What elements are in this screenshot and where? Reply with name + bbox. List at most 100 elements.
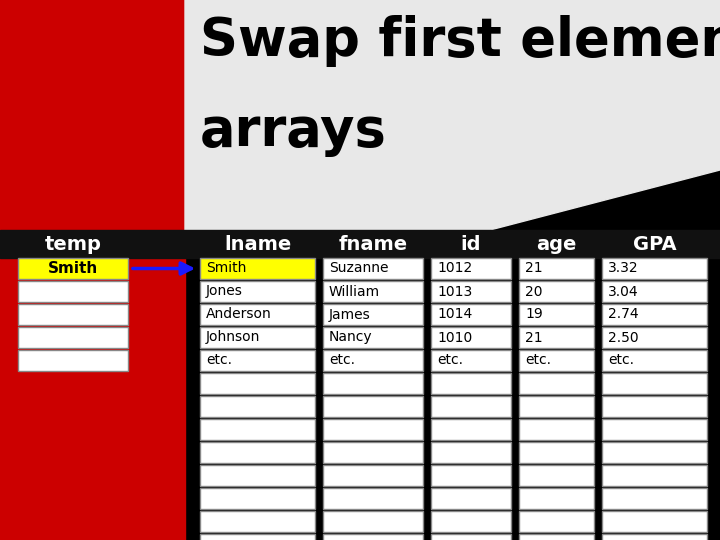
Bar [323,396,423,417]
Bar [602,258,707,279]
Bar [602,304,707,325]
Bar [200,281,315,302]
Bar [200,258,315,279]
Text: Nancy: Nancy [329,330,373,345]
Text: Smith: Smith [48,261,98,276]
Bar [200,534,315,540]
Text: etc.: etc. [329,354,355,368]
Bar [519,396,594,417]
Text: 1014: 1014 [437,307,472,321]
Text: id: id [461,234,481,253]
Bar [18,350,128,371]
Polygon shape [0,0,185,540]
Bar [200,373,315,394]
Bar [18,304,128,325]
Bar [18,327,128,348]
Bar [519,350,594,371]
Bar [519,488,594,509]
Text: Jones: Jones [206,285,243,299]
Bar [431,350,511,371]
Text: 3.04: 3.04 [608,285,639,299]
Text: 1013: 1013 [437,285,472,299]
Bar [602,396,707,417]
Bar [519,373,594,394]
Bar [200,465,315,486]
Bar [519,465,594,486]
Bar [200,442,315,463]
Bar [323,281,423,302]
Bar [431,465,511,486]
Bar [602,281,707,302]
Text: 21: 21 [525,261,543,275]
Bar [200,511,315,532]
Text: 19: 19 [525,307,543,321]
Bar [431,534,511,540]
Bar [431,442,511,463]
Bar [323,534,423,540]
Bar [323,327,423,348]
Bar [18,258,128,279]
Text: temp: temp [45,234,102,253]
Text: 3.32: 3.32 [608,261,639,275]
Bar [602,534,707,540]
Bar [0,230,720,258]
Text: William: William [329,285,380,299]
Text: Suzanne: Suzanne [329,261,389,275]
Bar [323,373,423,394]
Text: Johnson: Johnson [206,330,261,345]
Bar [431,304,511,325]
Bar [602,465,707,486]
Bar [519,327,594,348]
Text: 2.50: 2.50 [608,330,639,345]
Polygon shape [185,0,720,225]
Bar [323,465,423,486]
Bar [602,350,707,371]
Bar [323,511,423,532]
Bar [431,373,511,394]
Bar [323,442,423,463]
Text: 2.74: 2.74 [608,307,639,321]
Text: 1012: 1012 [437,261,472,275]
Bar [200,488,315,509]
Bar [519,511,594,532]
Bar [200,396,315,417]
Bar [519,534,594,540]
Bar [323,419,423,440]
Polygon shape [0,0,185,225]
Text: etc.: etc. [525,354,551,368]
Text: etc.: etc. [437,354,463,368]
Bar [602,419,707,440]
Bar [200,327,315,348]
Bar [519,442,594,463]
Bar [602,488,707,509]
Bar [200,419,315,440]
Text: 21: 21 [525,330,543,345]
Bar [431,327,511,348]
Text: etc.: etc. [206,354,232,368]
Bar [18,281,128,302]
Bar [431,511,511,532]
Bar [323,304,423,325]
Bar [602,511,707,532]
Text: age: age [536,234,577,253]
Bar [519,304,594,325]
Polygon shape [185,0,720,230]
Text: Smith: Smith [206,261,246,275]
Bar [602,442,707,463]
Bar [519,281,594,302]
Text: Anderson: Anderson [206,307,271,321]
Text: GPA: GPA [633,234,676,253]
Bar [431,488,511,509]
Text: James: James [329,307,371,321]
Bar [519,258,594,279]
Bar [323,350,423,371]
Bar [431,396,511,417]
Text: fname: fname [338,234,408,253]
Bar [200,350,315,371]
Text: Swap first elements of parallel: Swap first elements of parallel [200,15,720,67]
Bar [431,419,511,440]
Bar [519,419,594,440]
Bar [323,258,423,279]
Bar [602,373,707,394]
Text: lname: lname [224,234,291,253]
